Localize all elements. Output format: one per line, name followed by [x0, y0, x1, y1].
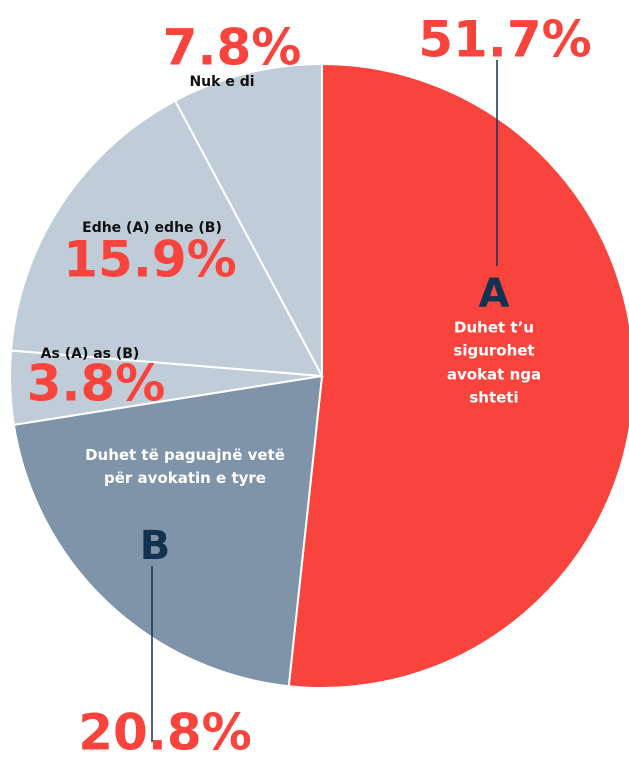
value-label: 7.8%	[162, 18, 302, 77]
pie-slice	[287, 62, 629, 689]
pie-slice	[12, 374, 324, 688]
pie-slice	[173, 62, 323, 377]
value-label: 3.8%	[26, 354, 166, 413]
category-label: Edhe (A) edhe (B)	[82, 219, 222, 236]
slice-letter: A	[478, 271, 510, 317]
value-label: 15.9%	[63, 230, 237, 289]
value-label: 20.8%	[78, 703, 252, 757]
value-label: 51.7%	[418, 10, 592, 69]
pie-slice	[9, 99, 324, 378]
category-label: As (A) as (B)	[40, 345, 140, 362]
category-label: Duhet të paguajnë vetë për avokatin e ty…	[85, 445, 285, 487]
category-label: Nuk e di	[189, 73, 255, 90]
category-label: Duhet t’u sigurohet avokat nga shteti	[446, 318, 542, 407]
slice-letter: B	[139, 523, 171, 569]
